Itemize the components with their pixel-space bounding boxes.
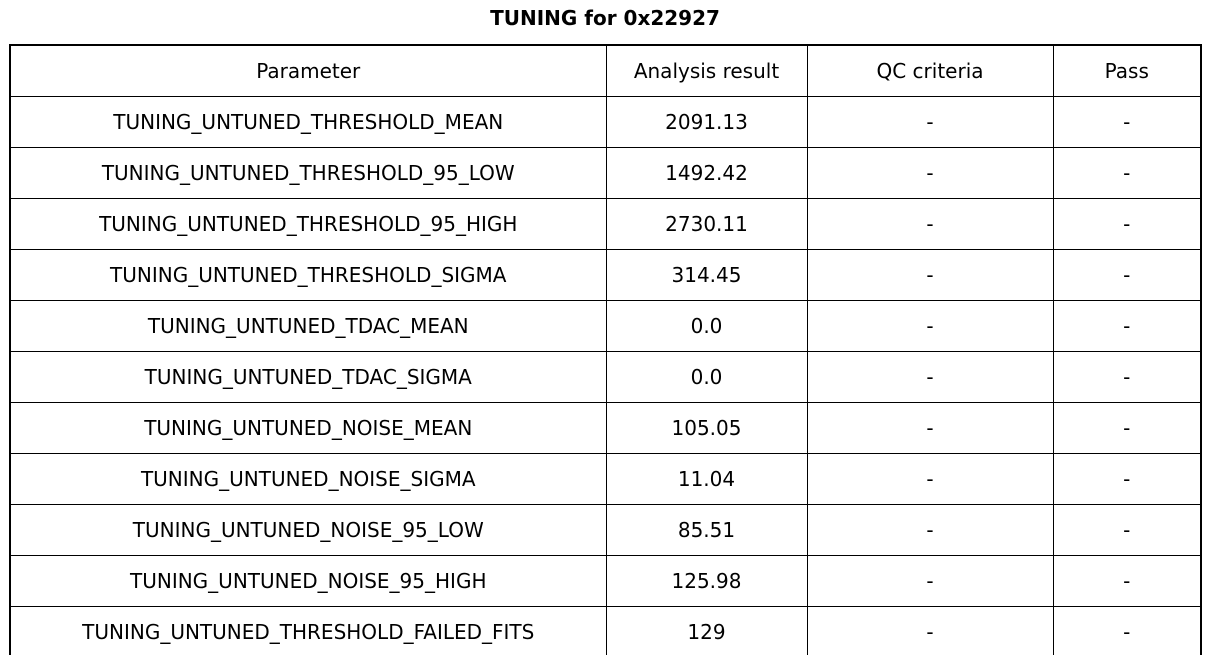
cell-pass: - — [1052, 504, 1202, 556]
tuning-qc-table: Parameter Analysis result QC criteria Pass … — [9, 44, 1202, 655]
cell-pass: - — [1052, 249, 1202, 301]
cell-analysis-result: 0.0 — [605, 351, 808, 403]
cell-qc-criteria: - — [806, 147, 1054, 199]
cell-pass: - — [1052, 147, 1202, 199]
cell-analysis-result: 2091.13 — [605, 96, 808, 148]
cell-parameter: TUNING_UNTUNED_NOISE_95_LOW — [9, 504, 607, 556]
cell-parameter: TUNING_UNTUNED_NOISE_SIGMA — [9, 453, 607, 505]
cell-parameter: TUNING_UNTUNED_NOISE_95_HIGH — [9, 555, 607, 607]
cell-analysis-result: 11.04 — [605, 453, 808, 505]
cell-analysis-result: 1492.42 — [605, 147, 808, 199]
cell-analysis-result: 2730.11 — [605, 198, 808, 250]
cell-analysis-result: 105.05 — [605, 402, 808, 454]
table-row: TUNING_UNTUNED_NOISE_95_LOW 85.51- - — [9, 504, 1202, 556]
table-row: TUNING_UNTUNED_THRESHOLD_MEAN 2091.13- - — [9, 96, 1202, 148]
column-header-parameter: Parameter — [9, 44, 607, 97]
cell-parameter: TUNING_UNTUNED_TDAC_MEAN — [9, 300, 607, 352]
table-row: TUNING_UNTUNED_THRESHOLD_FAILED_FITS 129-… — [9, 606, 1202, 655]
table-row: TUNING_UNTUNED_THRESHOLD_SIGMA 314.45- - — [9, 249, 1202, 301]
cell-analysis-result: 125.98 — [605, 555, 808, 607]
cell-qc-criteria: - — [806, 606, 1054, 655]
cell-qc-criteria: - — [806, 249, 1054, 301]
cell-qc-criteria: - — [806, 402, 1054, 454]
table-row: TUNING_UNTUNED_THRESHOLD_95_HIGH 2730.11-… — [9, 198, 1202, 250]
table-row: TUNING_UNTUNED_THRESHOLD_95_LOW 1492.42- - — [9, 147, 1202, 199]
cell-parameter: TUNING_UNTUNED_THRESHOLD_95_LOW — [9, 147, 607, 199]
cell-analysis-result: 85.51 — [605, 504, 808, 556]
cell-parameter: TUNING_UNTUNED_THRESHOLD_SIGMA — [9, 249, 607, 301]
figure-title: TUNING for 0x22927 — [490, 6, 720, 30]
cell-analysis-result: 129 — [605, 606, 808, 655]
table-row: TUNING_UNTUNED_NOISE_95_HIGH 125.98- - — [9, 555, 1202, 607]
cell-qc-criteria: - — [806, 300, 1054, 352]
cell-parameter: TUNING_UNTUNED_NOISE_MEAN — [9, 402, 607, 454]
table-header-row: Parameter Analysis result QC criteria Pass — [9, 44, 1202, 97]
table-row: TUNING_UNTUNED_TDAC_SIGMA 0.0- - — [9, 351, 1202, 403]
cell-qc-criteria: - — [806, 504, 1054, 556]
cell-pass: - — [1052, 351, 1202, 403]
cell-analysis-result: 0.0 — [605, 300, 808, 352]
table-row: TUNING_UNTUNED_TDAC_MEAN 0.0- - — [9, 300, 1202, 352]
table-row: TUNING_UNTUNED_NOISE_SIGMA 11.04- - — [9, 453, 1202, 505]
column-header-qc-criteria: QC criteria — [806, 44, 1054, 97]
cell-pass: - — [1052, 555, 1202, 607]
cell-qc-criteria: - — [806, 198, 1054, 250]
cell-parameter: TUNING_UNTUNED_THRESHOLD_FAILED_FITS — [9, 606, 607, 655]
cell-parameter: TUNING_UNTUNED_THRESHOLD_MEAN — [9, 96, 607, 148]
cell-qc-criteria: - — [806, 453, 1054, 505]
column-header-analysis-result: Analysis result — [605, 44, 808, 97]
cell-pass: - — [1052, 300, 1202, 352]
cell-parameter: TUNING_UNTUNED_THRESHOLD_95_HIGH — [9, 198, 607, 250]
cell-qc-criteria: - — [806, 555, 1054, 607]
cell-analysis-result: 314.45 — [605, 249, 808, 301]
cell-pass: - — [1052, 606, 1202, 655]
cell-pass: - — [1052, 96, 1202, 148]
table-row: TUNING_UNTUNED_NOISE_MEAN 105.05- - — [9, 402, 1202, 454]
cell-pass: - — [1052, 453, 1202, 505]
cell-qc-criteria: - — [806, 96, 1054, 148]
cell-pass: - — [1052, 402, 1202, 454]
column-header-pass: Pass — [1052, 44, 1202, 97]
cell-qc-criteria: - — [806, 351, 1054, 403]
cell-parameter: TUNING_UNTUNED_TDAC_SIGMA — [9, 351, 607, 403]
cell-pass: - — [1052, 198, 1202, 250]
